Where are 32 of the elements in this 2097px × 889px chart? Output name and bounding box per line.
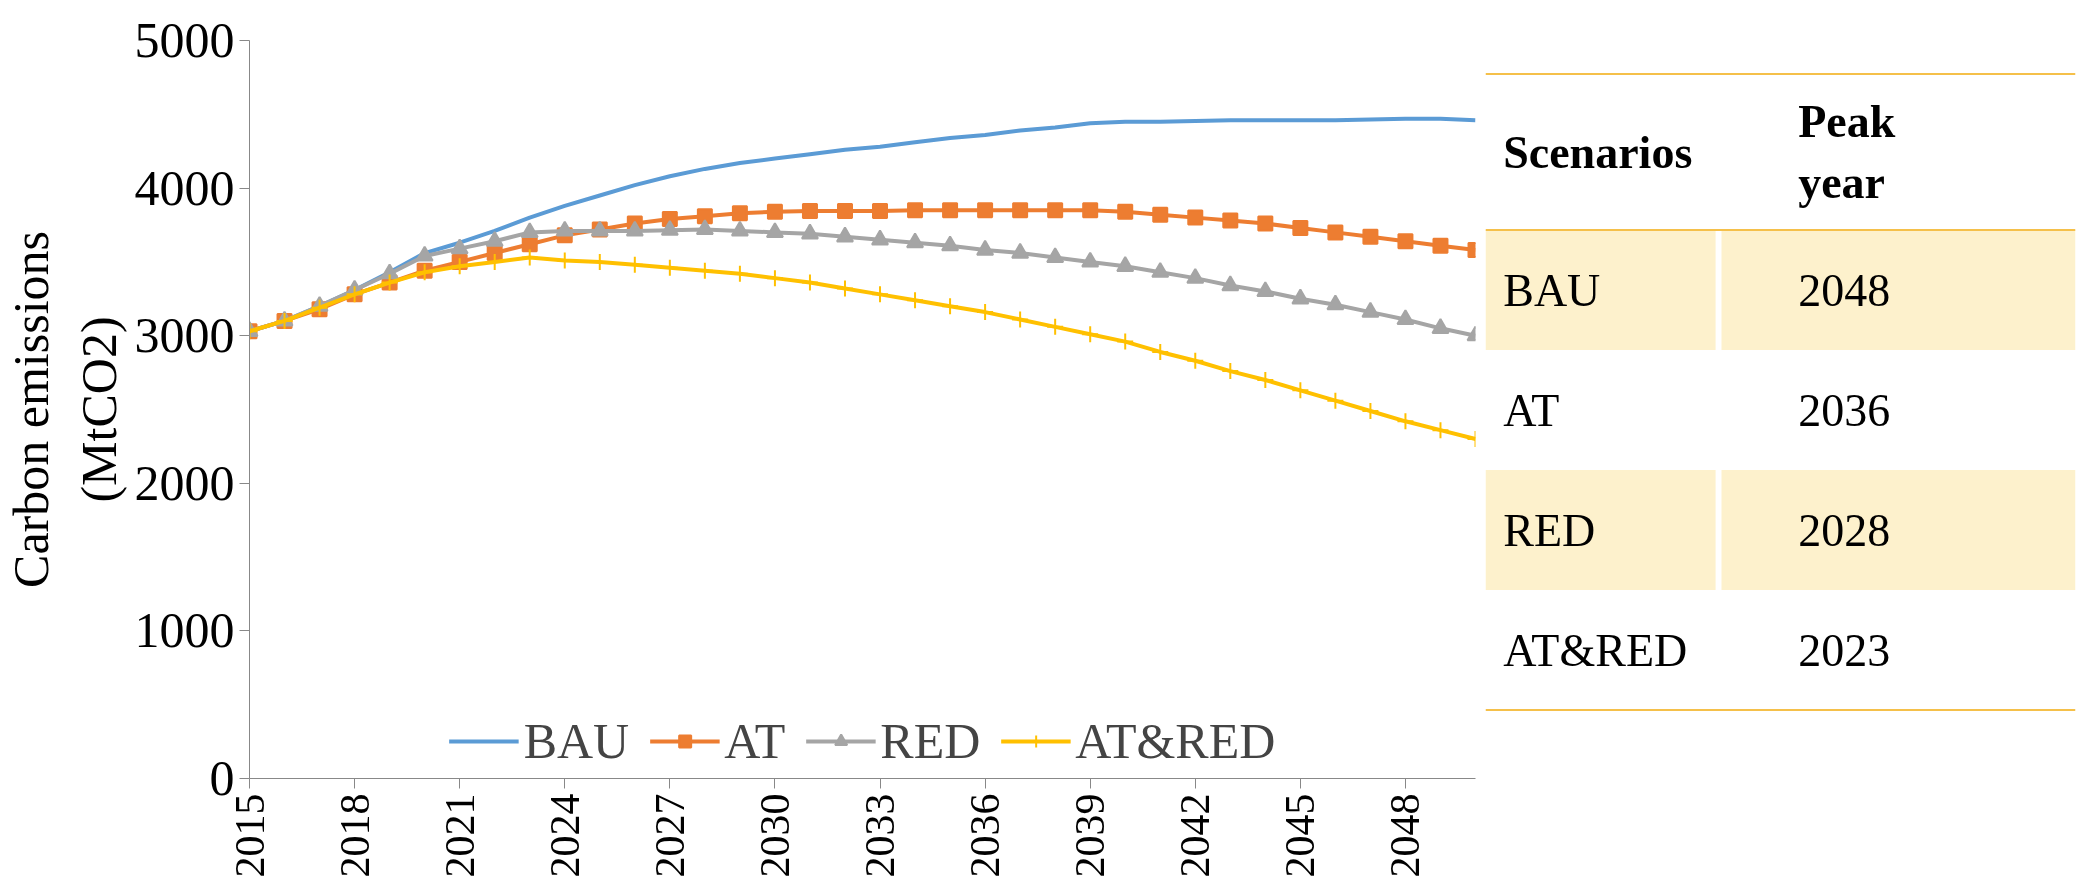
category-label: RED [1503, 504, 1596, 556]
data-label: 2048 [1798, 264, 1891, 316]
x-tick-label: 2033 [857, 793, 904, 878]
data-label: 2028 [1798, 504, 1891, 556]
category-label: AT [1503, 384, 1560, 436]
text: Scenarios [1503, 126, 1693, 178]
x-tick-label: 2018 [331, 793, 378, 878]
legend-label: AT [724, 712, 786, 770]
legend-label: BAU [523, 712, 630, 770]
category-label: AT&RED [1503, 624, 1688, 676]
legend-label: AT&RED [1075, 712, 1276, 770]
x-tick-label: 2024 [541, 793, 588, 878]
y-tick-label: 0 [209, 750, 235, 806]
y-tick-label: 5000 [134, 12, 235, 68]
x-tick-label: 2042 [1172, 793, 1219, 878]
x-tick-label: 2030 [751, 793, 798, 878]
legend-label: RED [880, 712, 981, 770]
y-tick-label: 2000 [134, 454, 235, 511]
x-tick-label: 2036 [962, 793, 1009, 878]
y-tick-label: 3000 [134, 307, 235, 364]
data-label: 2023 [1798, 624, 1891, 676]
y-tick-label: 4000 [134, 159, 235, 216]
y-axis-title: Carbon emissions (MtCO2) [3, 231, 127, 588]
category-label: BAU [1503, 264, 1601, 316]
x-tick-label: 2039 [1067, 793, 1114, 878]
x-tick-label: 2048 [1382, 793, 1429, 878]
x-tick-label: 2045 [1277, 793, 1324, 878]
x-tick-label: 2021 [436, 793, 483, 878]
x-tick-label: 2027 [646, 793, 693, 878]
y-tick-label: 1000 [134, 602, 235, 659]
text: Peak year [1798, 96, 1896, 209]
data-label: 2036 [1798, 384, 1891, 436]
